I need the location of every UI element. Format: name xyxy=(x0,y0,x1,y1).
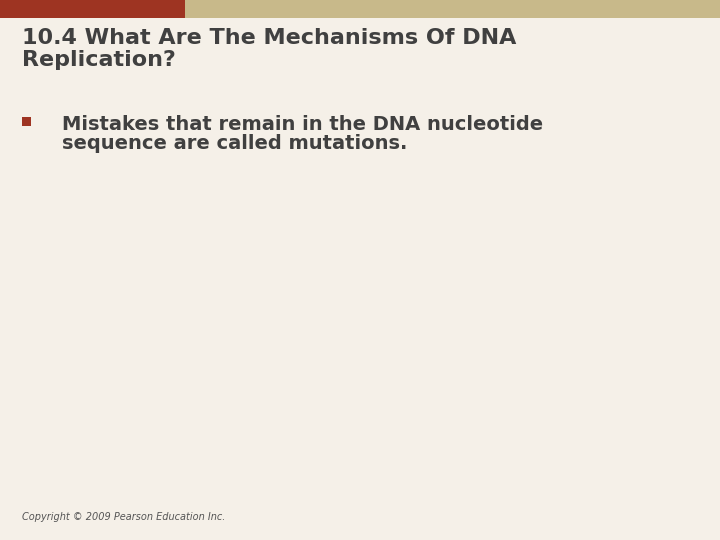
Bar xyxy=(0,0,185,18)
Text: sequence are called mutations.: sequence are called mutations. xyxy=(62,134,408,153)
Text: Copyright © 2009 Pearson Education Inc.: Copyright © 2009 Pearson Education Inc. xyxy=(22,512,225,522)
Text: Replication?: Replication? xyxy=(22,50,176,70)
Text: 10.4 What Are The Mechanisms Of DNA: 10.4 What Are The Mechanisms Of DNA xyxy=(22,28,516,48)
Bar xyxy=(185,0,720,18)
Bar xyxy=(22,117,31,126)
Text: Mistakes that remain in the DNA nucleotide: Mistakes that remain in the DNA nucleoti… xyxy=(62,115,543,134)
